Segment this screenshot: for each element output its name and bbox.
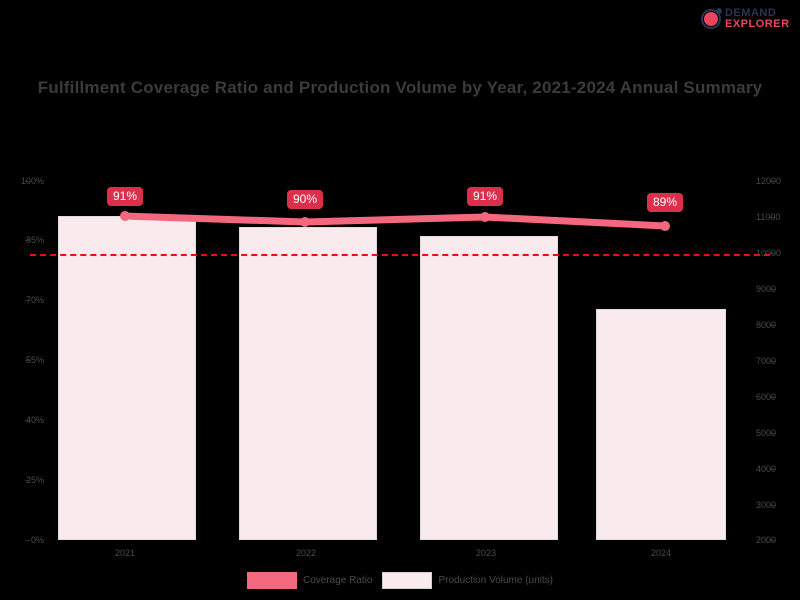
right-tick-8 <box>770 469 775 470</box>
legend-entry-production-volume[interactable]: Production Volume (units) <box>382 572 553 589</box>
legend-label-coverage-ratio: Coverage Ratio <box>303 575 373 586</box>
legend-swatch-production-volume <box>382 572 433 589</box>
left-tick-4 <box>25 420 30 421</box>
line-marker-2022[interactable] <box>300 217 310 227</box>
data-label-2023: 91% <box>466 187 504 206</box>
right-axis-label-8: 4000 <box>756 464 777 474</box>
coverage-line <box>121 212 669 230</box>
right-axis-label-9: 3000 <box>756 500 777 510</box>
data-label-2021: 91% <box>106 187 144 206</box>
left-tick-5 <box>25 480 30 481</box>
category-label-2023: 2023 <box>475 548 497 558</box>
right-tick-9 <box>770 505 775 506</box>
right-tick-7 <box>770 433 775 434</box>
left-axis-label-5: 25% <box>25 475 44 485</box>
category-label-2022: 2022 <box>295 548 317 558</box>
data-label-2024: 89% <box>646 193 684 212</box>
data-label-2022: 90% <box>286 190 324 209</box>
right-tick-6 <box>770 397 775 398</box>
line-marker-2024[interactable] <box>660 221 670 231</box>
line-marker-2023[interactable] <box>480 212 490 222</box>
left-tick-3 <box>25 360 30 361</box>
left-axis-label-6: 0% <box>30 535 44 545</box>
right-axis-label-1: 11000 <box>756 212 781 222</box>
bar-2024[interactable] <box>596 309 726 540</box>
left-tick-2 <box>25 300 30 301</box>
right-axis-label-0: 12000 <box>756 176 782 186</box>
chart-title: Fulfillment Coverage Ratio and Productio… <box>37 78 763 97</box>
left-tick-1 <box>25 240 30 241</box>
left-axis-label-3: 55% <box>25 355 44 365</box>
bar-2021[interactable] <box>58 216 196 540</box>
left-axis-label-0: 100% <box>20 176 44 186</box>
right-axis-label-6: 6000 <box>756 392 777 402</box>
right-axis-label-5: 7000 <box>756 356 777 366</box>
legend-entry-coverage-ratio[interactable]: Coverage Ratio <box>247 572 372 589</box>
right-tick-3 <box>770 289 775 290</box>
right-tick-4 <box>770 325 775 326</box>
logo-line-2: EXPLORER <box>725 18 790 30</box>
right-axis-label-3: 9000 <box>756 284 777 294</box>
left-tick-0 <box>25 181 30 182</box>
left-tick-6 <box>25 540 30 541</box>
right-tick-2 <box>770 253 775 254</box>
right-axis-label-10: 2000 <box>756 535 777 545</box>
left-axis-label-1: 85% <box>25 235 44 245</box>
right-tick-0 <box>770 181 775 182</box>
right-axis-label-4: 8000 <box>756 320 777 330</box>
logo-line-1: DEMAND <box>725 6 777 19</box>
bar-2022[interactable] <box>239 227 377 540</box>
category-label-2024: 2024 <box>650 548 672 558</box>
circle-burst-icon <box>700 8 722 30</box>
chart-legend: Coverage Ratio Production Volume (units) <box>0 572 800 589</box>
right-axis-label-2: 10000 <box>756 248 782 258</box>
right-tick-10 <box>770 540 775 541</box>
right-tick-5 <box>770 361 775 362</box>
legend-swatch-coverage-ratio <box>247 572 297 589</box>
bar-2023[interactable] <box>420 236 558 540</box>
left-axis-label-2: 70% <box>25 295 44 305</box>
left-axis-label-4: 40% <box>25 415 44 425</box>
right-tick-1 <box>770 217 775 218</box>
reference-line <box>30 254 770 256</box>
legend-label-production-volume: Production Volume (units) <box>438 575 553 586</box>
line-marker-2021[interactable] <box>120 211 130 221</box>
category-label-2021: 2021 <box>114 548 136 558</box>
logo-wordmark: DEMAND EXPLORER <box>725 6 790 30</box>
brand-logo: DEMAND EXPLORER <box>700 4 792 34</box>
right-axis-label-7: 5000 <box>756 428 777 438</box>
